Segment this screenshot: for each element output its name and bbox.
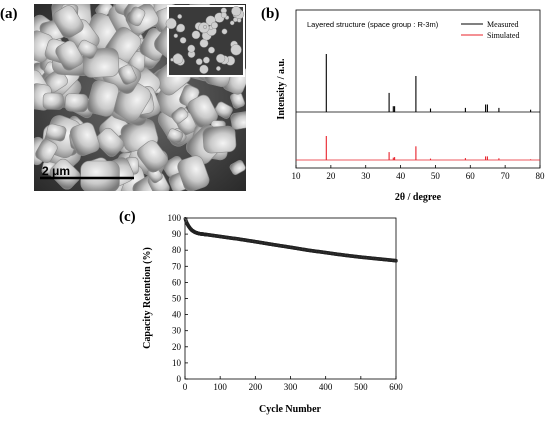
xrd-x-tick-label: 20: [326, 171, 336, 181]
sem-grain: [45, 123, 67, 142]
sem-grain: [95, 127, 125, 157]
cap-x-tick-label: 100: [213, 382, 227, 392]
sem-inset: [165, 5, 245, 77]
xrd-chart: Layered structure (space group : R-3m) M…: [276, 9, 546, 203]
sem-grain: [214, 101, 233, 119]
sem-grain: [166, 128, 184, 144]
sem-grain: [229, 159, 246, 175]
cap-y-tick-label: 70: [172, 261, 182, 271]
inset-particle: [179, 37, 187, 44]
cap-x-axis-title: Cycle Number: [259, 404, 321, 415]
inset-particle: [208, 46, 215, 54]
xrd-plot-frame: [295, 9, 541, 169]
inset-particle: [203, 24, 208, 29]
xrd-x-tick-label: 40: [396, 171, 406, 181]
cap-x-tick-label: 400: [319, 382, 333, 392]
inset-particle: [211, 21, 219, 29]
xrd-annotation: Layered structure (space group : R-3m): [307, 20, 439, 29]
inset-particle: [202, 56, 210, 64]
sem-grain: [137, 140, 169, 173]
inset-particle: [165, 18, 177, 30]
cap-y-tick-label: 40: [172, 310, 182, 320]
cap-y-axis-title: Capacity Retention (%): [142, 247, 153, 349]
sem-grain: [230, 111, 246, 130]
capacity-chart: 0 100 200 300 400 500 600 0 10 20 30 40 50 60 70 80 90 10…: [142, 213, 404, 415]
scale-bar-label: 2 μm: [42, 164, 70, 178]
inset-particle: [220, 12, 227, 19]
inset-particle: [232, 17, 238, 23]
sem-grain: [49, 158, 81, 190]
inset-particle: [176, 23, 186, 33]
sem-grain: [55, 40, 84, 71]
sem-grain: [187, 94, 218, 128]
inset-particle: [195, 58, 203, 66]
cap-y-tick-label: 100: [168, 213, 182, 223]
sem-micrograph: 2 μm: [34, 4, 246, 191]
inset-particle: [199, 64, 209, 74]
xrd-x-tick-label: 60: [466, 171, 476, 181]
inset-particle: [229, 20, 235, 26]
sem-grain: [171, 106, 189, 124]
xrd-x-tick-label: 80: [536, 171, 546, 181]
inset-particle: [187, 44, 196, 53]
xrd-series: [296, 54, 540, 161]
sem-grain: [202, 125, 237, 154]
xrd-legend-label-simulated: Simulated: [487, 31, 519, 40]
xrd-x-tick-label: 70: [501, 171, 511, 181]
sem-grain: [80, 160, 120, 191]
panel-c-label: (c): [119, 209, 136, 225]
inset-particle: [221, 28, 228, 35]
inset-particle: [172, 53, 184, 65]
xrd-legend: Measured Simulated: [461, 20, 519, 40]
sem-grain: [42, 92, 64, 110]
xrd-x-axis-title: 2θ / degree: [395, 192, 442, 203]
sem-grain: [127, 6, 146, 27]
cap-y-tick-label: 90: [172, 229, 182, 239]
cap-y-tick-label: 0: [177, 374, 182, 384]
sem-grain: [177, 155, 210, 191]
cap-y-tick-label: 20: [172, 342, 182, 352]
sem-grain: [69, 122, 100, 156]
inset-particle: [230, 44, 242, 56]
sem-grain: [64, 93, 89, 113]
sem-grain: [118, 64, 137, 85]
inset-particle: [215, 66, 221, 71]
cap-ticks: 0 100 200 300 400 500 600 0 10 20 30 40 50 60 70 80 90 10…: [168, 213, 404, 392]
cap-y-tick-label: 80: [172, 245, 182, 255]
cap-y-tick-label: 50: [172, 294, 182, 304]
cap-points: [183, 217, 398, 263]
cap-x-tick-label: 0: [183, 382, 188, 392]
cap-x-tick-label: 600: [389, 382, 403, 392]
inset-particle: [231, 6, 242, 17]
cap-y-tick-label: 60: [172, 277, 182, 287]
inset-particle: [216, 53, 226, 64]
sem-grain: [52, 5, 84, 39]
cap-x-tick-label: 500: [354, 382, 368, 392]
panel-a-label: (a): [0, 6, 18, 22]
xrd-x-tick-label: 10: [292, 171, 302, 181]
inset-particle: [170, 57, 174, 62]
cap-y-tick-label: 10: [172, 358, 182, 368]
xrd-x-tick-label: 30: [361, 171, 371, 181]
inset-particle: [236, 18, 242, 23]
sem-grain: [86, 79, 119, 117]
xrd-y-axis-title: Intensity / a.u.: [276, 58, 287, 120]
cap-plot-frame: [184, 217, 397, 380]
xrd-legend-label-measured: Measured: [487, 20, 519, 29]
inset-particle: [173, 33, 179, 38]
cap-x-tick-label: 200: [249, 382, 263, 392]
panel-b-label: (b): [261, 6, 280, 22]
sem-grain: [76, 39, 98, 59]
xrd-x-tick-label: 50: [431, 171, 441, 181]
inset-particle: [177, 14, 183, 19]
inset-particle: [191, 30, 201, 40]
cap-point: [394, 258, 398, 263]
cap-x-tick-label: 300: [284, 382, 298, 392]
xrd-x-ticks: 10 20 30 40 50 60 70 80: [292, 165, 546, 181]
sem-grains: [34, 4, 246, 191]
sem-grain: [35, 138, 58, 164]
cap-y-tick-label: 30: [172, 326, 182, 336]
